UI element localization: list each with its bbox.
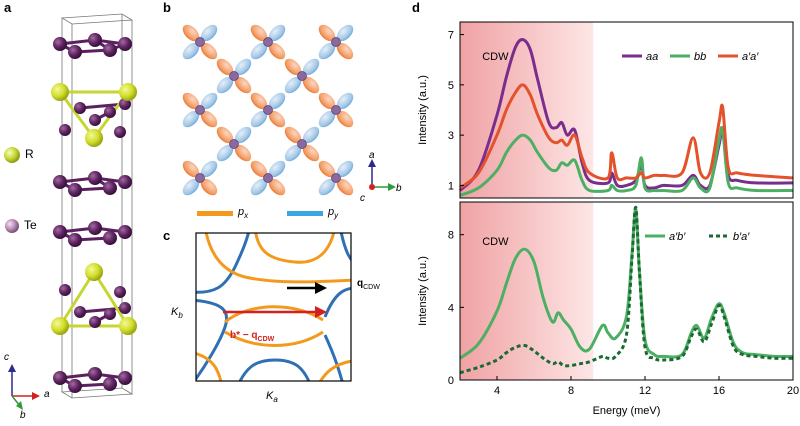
plot-frame-top <box>459 21 794 199</box>
kb-label: Kb <box>171 306 183 321</box>
series-line-bottom-0 <box>459 207 794 360</box>
b-minus-q-arrow <box>223 306 327 318</box>
spectra-chart: CDW 1 3 5 7 Intensity (a.u.) aa bb a′a′ CDW 0 4 8 4 8… <box>417 21 799 417</box>
q-cdw-arrow <box>287 282 327 294</box>
panel-label-a: a <box>4 0 12 15</box>
b-minus-q-label: b* − qCDW <box>230 330 275 343</box>
bottom-spectrum-plot: CDW 0 4 8 4 8 12 16 20 Energy (meV) Intensity (a.u… <box>417 201 799 417</box>
legend-px-swatch <box>197 211 233 216</box>
y-tick-label: 4 <box>448 302 454 314</box>
cdw-region-label: CDW <box>482 236 509 248</box>
series-line-bottom-1 <box>459 205 794 375</box>
legend-py-swatch <box>287 211 323 216</box>
ka-label: Ka <box>266 390 278 405</box>
x-tick-label: 12 <box>639 385 651 397</box>
legend-label: aa <box>646 51 658 63</box>
panel-label-c: c <box>163 228 171 243</box>
cdw-region-label: CDW <box>482 51 509 63</box>
axes-indicator-a <box>8 364 40 410</box>
series-line-top-2 <box>459 83 794 190</box>
top-spectrum-plot: CDW 1 3 5 7 Intensity (a.u.) aa bb a′a′ <box>417 21 794 199</box>
x-tick-label: 20 <box>787 385 799 397</box>
series-line-top-1 <box>459 125 794 197</box>
orbital-grid <box>179 22 357 199</box>
legend-te-label: Te <box>24 218 37 232</box>
axis-b-label: b <box>20 410 26 421</box>
fermi-surface-figure <box>195 232 352 382</box>
te-atoms <box>53 33 132 393</box>
x-tick-label: 16 <box>713 385 725 397</box>
y-axis-label: Intensity (a.u.) <box>417 75 429 145</box>
legend-label: b′a′ <box>733 231 750 243</box>
legend-te-atom <box>5 219 19 233</box>
cdw-shaded-region <box>460 202 594 380</box>
y-tick-label: 5 <box>448 80 454 92</box>
legend-label: a′b′ <box>669 231 686 243</box>
y-tick-label: 7 <box>448 30 454 42</box>
axis-b-label-b: b <box>396 183 402 194</box>
y-axis-label: Intensity (a.u.) <box>417 256 429 326</box>
q-cdw-label: qCDW <box>357 278 380 291</box>
plot-frame-bottom <box>459 201 794 381</box>
panel-label-d: d <box>412 0 420 15</box>
orbital-lattice-figure <box>179 22 357 199</box>
axis-c-label-b: c <box>360 193 365 204</box>
legend-py-label: py <box>328 206 339 221</box>
panel-label-b: b <box>163 0 171 15</box>
y-tick-label: 0 <box>448 375 454 387</box>
y-tick-label: 1 <box>448 180 454 192</box>
x-tick-label: 8 <box>568 385 574 397</box>
legend-label: a′a′ <box>742 51 759 63</box>
x-tick-label: 4 <box>494 385 500 397</box>
legend-r-label: R <box>25 147 34 161</box>
axis-a-label: a <box>44 389 50 400</box>
crystal-structure-figure <box>4 13 137 410</box>
r-atoms <box>51 83 137 335</box>
axes-indicator-b <box>368 159 396 191</box>
x-axis-label: Energy (meV) <box>593 405 661 417</box>
legend-r-atom <box>4 147 20 163</box>
y-tick-label: 8 <box>448 230 454 242</box>
axis-a-label-b: a <box>369 150 375 161</box>
legend-px-label: px <box>238 206 249 221</box>
unit-cell-box <box>60 13 134 399</box>
legend-label: bb <box>694 51 706 63</box>
y-tick-label: 3 <box>448 130 454 142</box>
axis-c-label: c <box>4 352 9 363</box>
